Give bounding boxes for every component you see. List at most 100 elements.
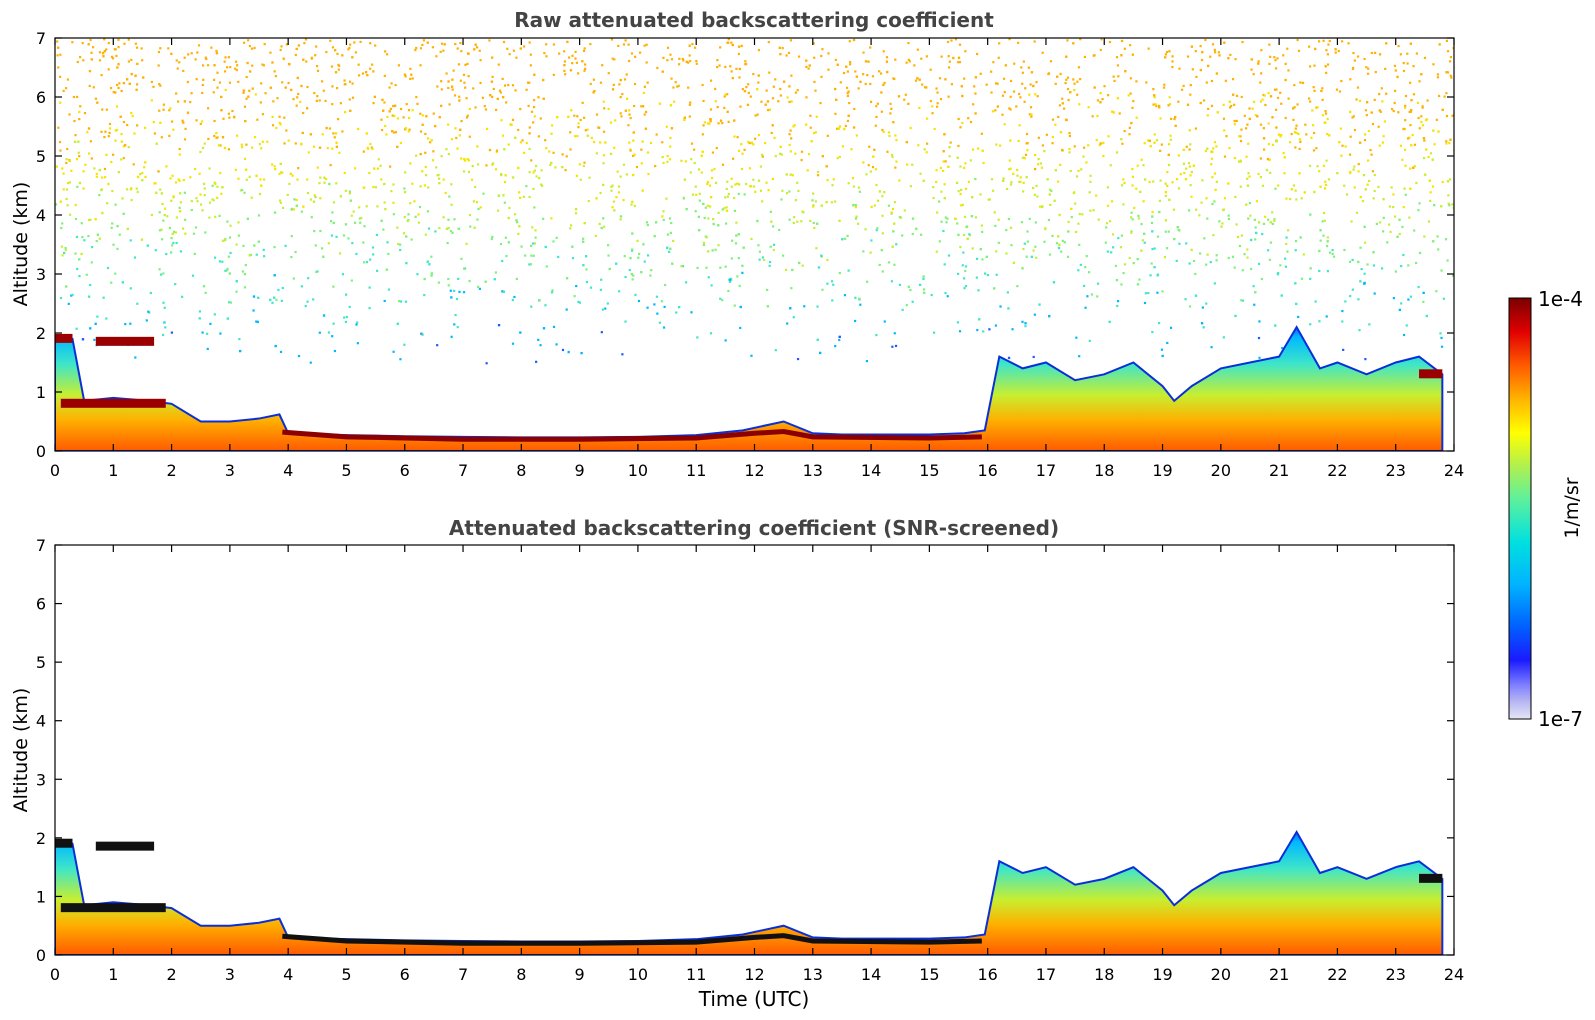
noise-pixel [721, 121, 724, 125]
noise-pixel [665, 125, 668, 128]
noise-pixel [78, 258, 81, 261]
noise-pixel [63, 251, 66, 255]
noise-pixel [1064, 81, 1067, 85]
noise-pixel [256, 118, 259, 121]
noise-pixel [178, 179, 181, 182]
x-tick-label: 13 [803, 965, 823, 984]
noise-pixel [940, 190, 943, 193]
noise-pixel [1363, 57, 1366, 61]
noise-pixel [1074, 202, 1077, 205]
noise-pixel [1273, 219, 1276, 222]
noise-pixel [160, 136, 163, 139]
noise-pixel [133, 256, 137, 259]
noise-pixel [257, 214, 261, 217]
noise-pixel [852, 38, 856, 42]
noise-pixel [462, 291, 466, 294]
noise-pixel [174, 283, 177, 286]
noise-pixel [186, 80, 189, 84]
x-tick-label: 19 [1152, 965, 1172, 984]
noise-pixel [155, 191, 158, 194]
noise-pixel [1213, 141, 1217, 144]
noise-pixel [538, 299, 541, 302]
noise-pixel [1148, 180, 1151, 184]
noise-pixel [703, 216, 706, 220]
noise-pixel [229, 66, 232, 69]
noise-pixel [76, 185, 79, 188]
noise-pixel [1204, 38, 1207, 42]
noise-pixel [1344, 300, 1347, 303]
noise-pixel [122, 157, 125, 160]
noise-pixel [177, 178, 180, 181]
noise-pixel [644, 127, 648, 130]
noise-pixel [453, 323, 456, 326]
noise-pixel [773, 136, 776, 140]
noise-pixel [1323, 219, 1326, 222]
noise-pixel [935, 250, 938, 253]
noise-pixel [1017, 41, 1020, 44]
noise-pixel [1072, 42, 1075, 45]
noise-pixel [1076, 80, 1079, 83]
noise-pixel [725, 187, 728, 191]
noise-pixel [1324, 110, 1327, 113]
noise-pixel [60, 226, 63, 230]
noise-pixel [260, 82, 263, 85]
noise-pixel [1320, 89, 1323, 93]
noise-pixel [1136, 283, 1140, 286]
noise-pixel [670, 127, 674, 130]
noise-pixel [496, 97, 499, 101]
noise-pixel [582, 49, 586, 52]
noise-pixel [392, 213, 395, 216]
noise-pixel [1268, 258, 1271, 261]
noise-pixel [517, 232, 520, 236]
noise-pixel [961, 264, 964, 267]
noise-pixel [302, 58, 305, 61]
noise-pixel [640, 162, 643, 165]
noise-pixel [1135, 187, 1138, 190]
noise-pixel [964, 50, 967, 53]
noise-pixel [1153, 266, 1156, 269]
noise-pixel [1324, 183, 1328, 186]
y-tick-label: 3 [36, 265, 46, 284]
noise-pixel [618, 83, 621, 86]
noise-pixel [592, 91, 595, 94]
noise-pixel [925, 151, 928, 154]
noise-pixel [430, 274, 433, 277]
noise-pixel [754, 190, 757, 193]
noise-pixel [105, 317, 108, 320]
noise-pixel [1024, 322, 1027, 325]
noise-pixel [1334, 48, 1337, 51]
noise-pixel [1404, 104, 1407, 108]
noise-pixel [1199, 252, 1202, 255]
noise-pixel [261, 113, 265, 116]
noise-pixel [306, 107, 309, 110]
noise-pixel [789, 307, 792, 310]
noise-pixel [950, 83, 954, 86]
noise-pixel [683, 178, 687, 181]
noise-pixel [438, 177, 441, 180]
noise-pixel [87, 43, 90, 46]
noise-pixel [717, 224, 720, 227]
noise-pixel [1256, 115, 1259, 118]
noise-pixel [1262, 127, 1265, 130]
noise-pixel [172, 128, 175, 131]
noise-pixel [958, 61, 962, 64]
noise-pixel [1025, 132, 1029, 136]
noise-pixel [101, 108, 104, 111]
noise-pixel [975, 257, 979, 260]
noise-pixel [223, 239, 227, 242]
noise-pixel [1431, 158, 1434, 161]
noise-pixel [260, 184, 263, 187]
noise-pixel [1155, 139, 1159, 142]
noise-pixel [1222, 103, 1225, 106]
noise-pixel [1276, 96, 1280, 99]
noise-pixel [282, 57, 285, 60]
noise-pixel [677, 305, 681, 309]
noise-pixel [511, 84, 515, 87]
noise-pixel [430, 139, 433, 142]
noise-pixel [114, 48, 117, 51]
noise-pixel [448, 195, 451, 198]
noise-pixel [320, 80, 324, 83]
noise-pixel [120, 89, 123, 93]
x-tick-label: 0 [50, 461, 60, 480]
noise-pixel [81, 235, 84, 239]
